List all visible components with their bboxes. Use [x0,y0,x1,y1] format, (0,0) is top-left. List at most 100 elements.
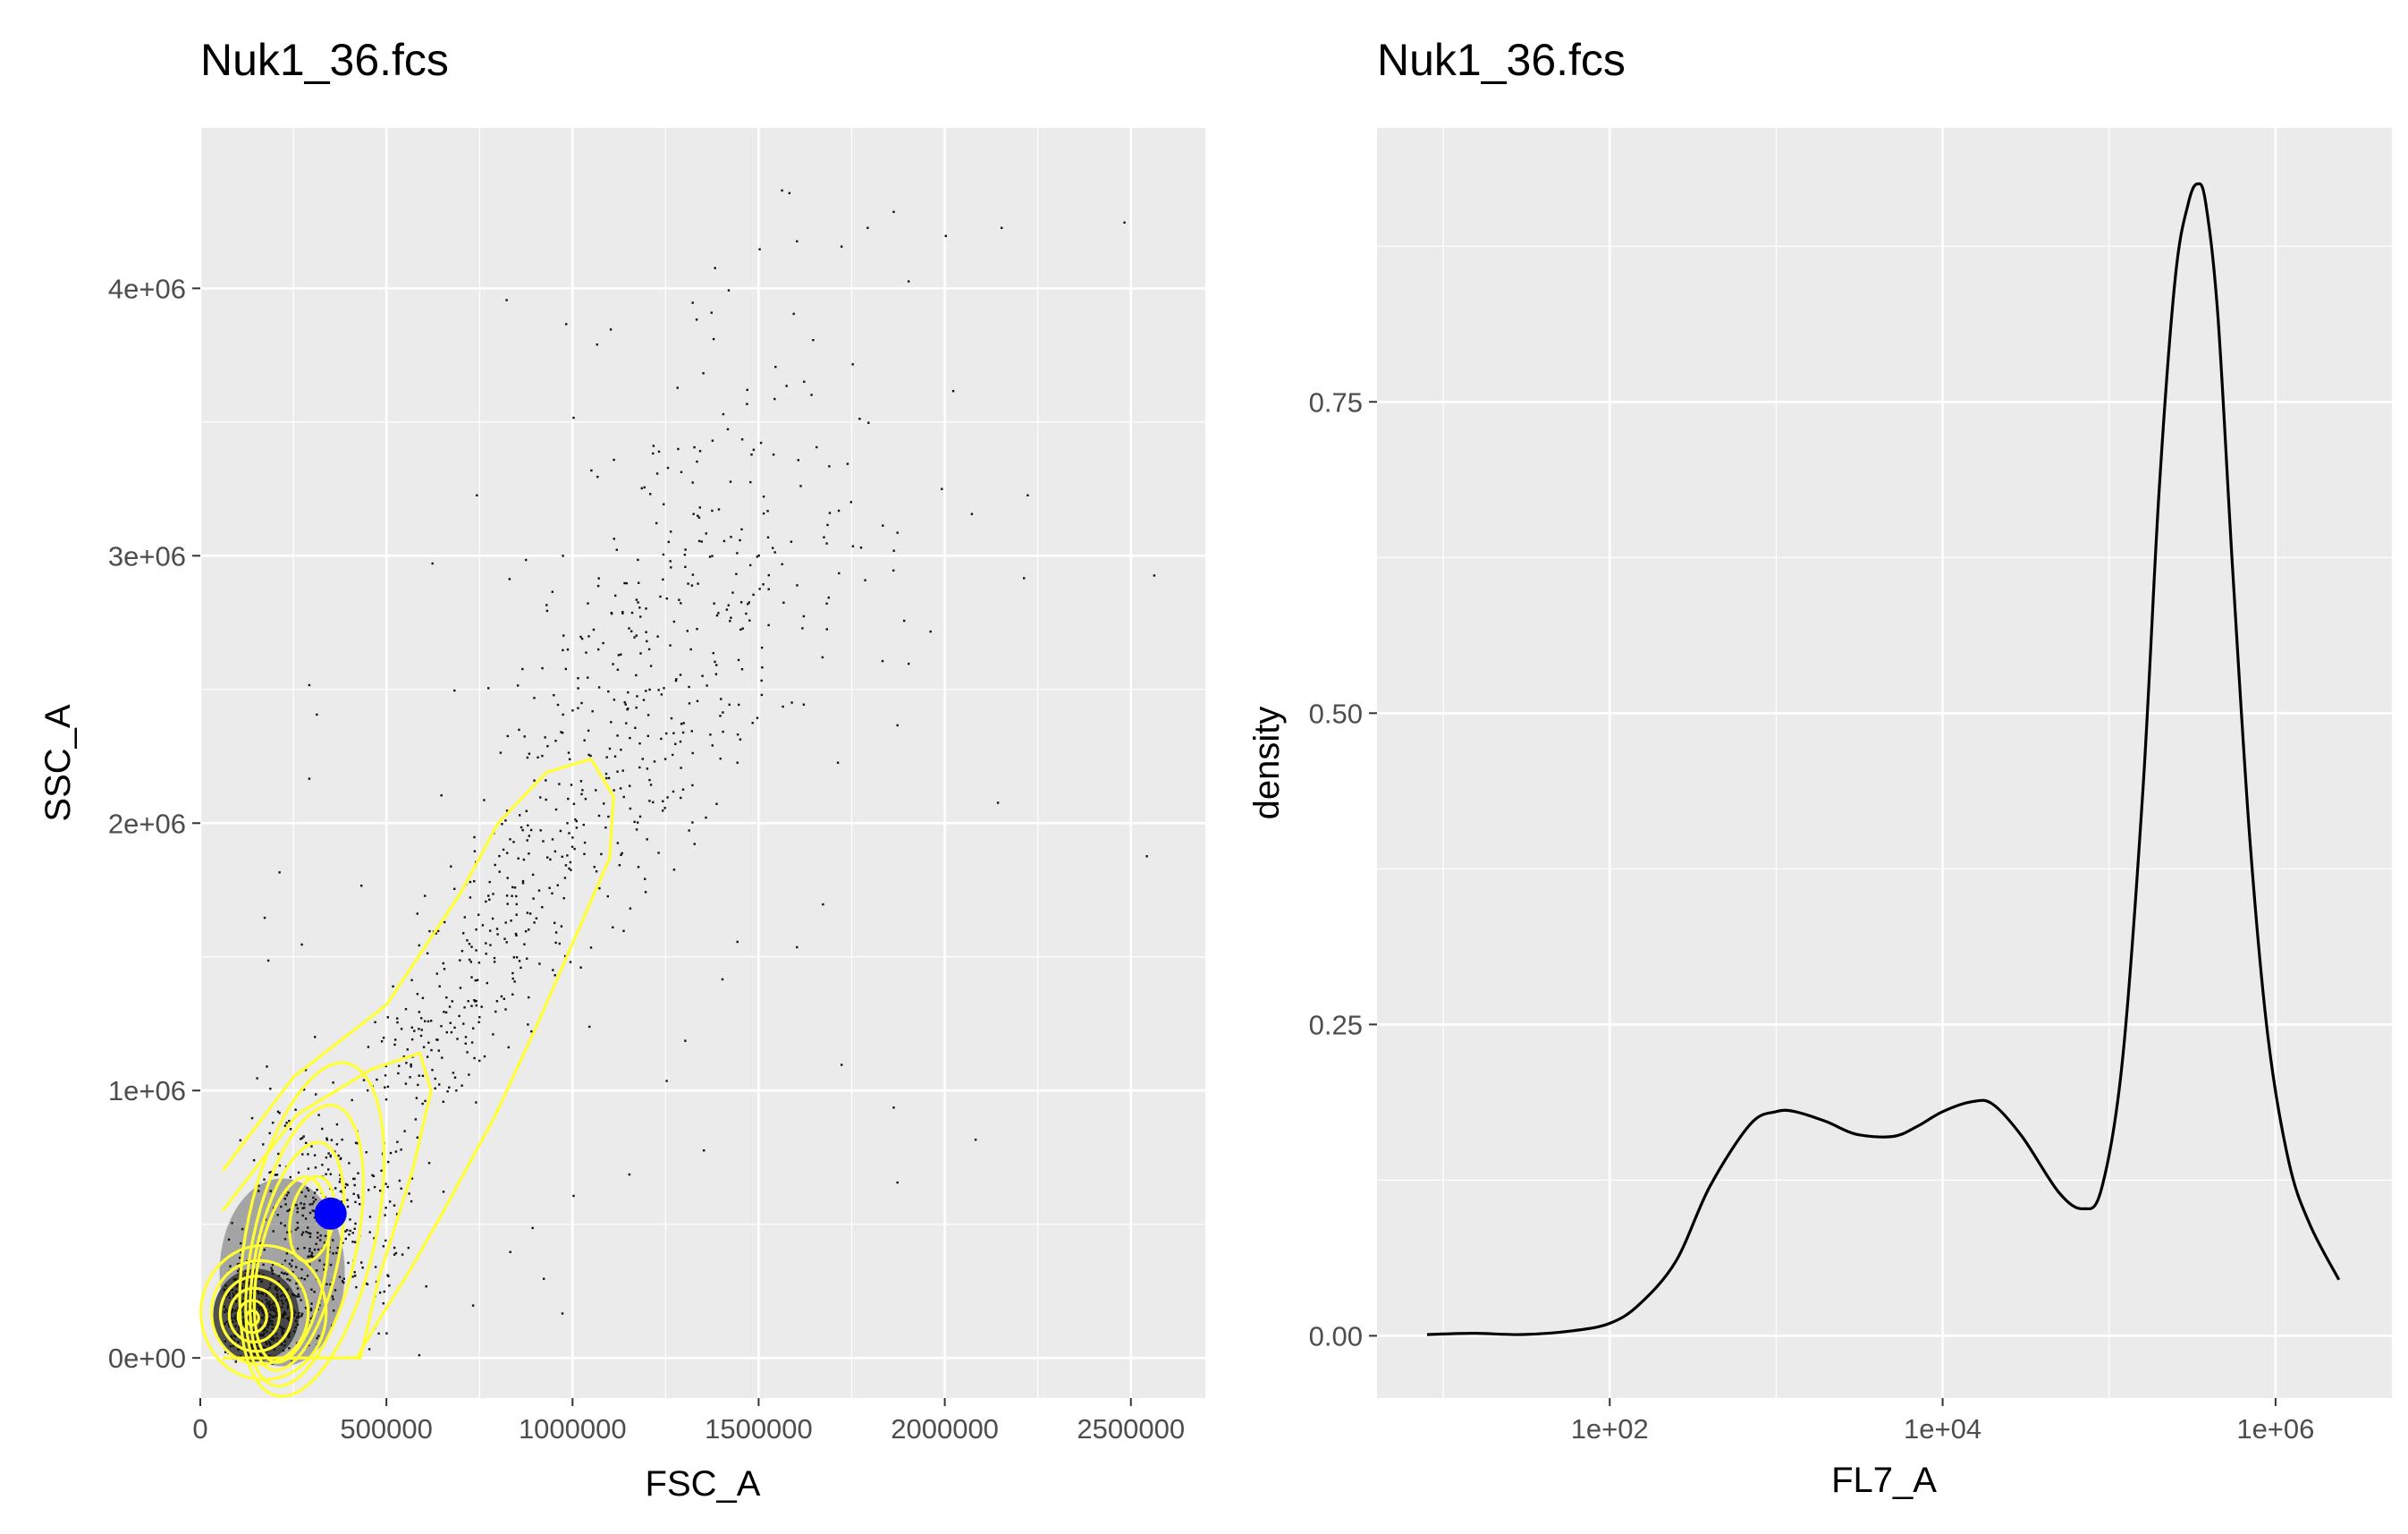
event-point [665,1080,668,1082]
event-point [223,1288,225,1292]
event-point [662,809,664,812]
event-point [646,640,648,643]
event-point [700,540,703,543]
event-point [319,1239,322,1242]
event-point [697,539,701,543]
event-point [621,769,624,772]
event-point [258,1277,261,1281]
event-point [746,403,748,405]
event-point [531,1226,534,1230]
event-point [342,1242,344,1244]
event-point [475,1101,477,1104]
event-point [235,1319,238,1322]
event-point [672,620,676,623]
event-point [680,602,682,605]
event-point [493,956,496,960]
event-point [227,1291,230,1294]
event-point [424,894,427,897]
event-point [353,1241,357,1243]
event-point [467,1000,469,1003]
event-point [688,829,690,832]
event-point [247,1281,249,1284]
event-point [296,1323,300,1326]
event-point [383,1290,385,1293]
event-point [332,1081,334,1084]
event-point [620,653,622,656]
event-point [759,441,763,445]
event-point [259,1354,262,1357]
event-point [827,596,830,599]
event-point [841,1064,843,1066]
event-point [344,1237,347,1241]
event-point [289,1128,292,1131]
x-tick-label: 500000 [340,1413,432,1445]
event-point [250,1344,253,1347]
contour-ring [244,1104,365,1388]
x-tick-label: 2000000 [891,1413,999,1445]
event-point [535,917,538,920]
event-point [266,1310,269,1313]
event-point [258,1311,260,1314]
event-point [297,1314,300,1318]
event-point [293,1311,297,1314]
event-point [539,796,542,799]
event-point [224,1340,227,1343]
event-point [384,1064,387,1068]
event-point [260,1300,263,1303]
event-point [595,870,598,873]
event-point [740,438,744,441]
event-point [466,1051,469,1054]
event-point [485,900,487,903]
event-point [464,1036,468,1038]
event-point [453,1026,456,1030]
event-point [1027,494,1029,496]
event-point [266,1326,269,1329]
event-point [629,736,631,740]
event-point [688,702,691,705]
scatter-title: Nuk1_36.fcs [200,35,449,85]
event-point [663,687,665,690]
event-point [691,481,694,484]
event-point [449,1021,452,1024]
event-point [332,1298,334,1301]
event-point [659,595,662,598]
event-point [351,1276,354,1278]
event-point [269,1309,272,1311]
event-point [657,689,660,691]
event-point [667,540,670,544]
event-point [559,829,562,833]
event-point [703,1149,706,1152]
event-point [268,1354,271,1357]
event-point [498,870,501,873]
event-point [278,871,281,874]
event-point [828,465,831,468]
event-point [566,648,570,651]
event-point [308,683,311,687]
event-point [662,800,664,802]
event-point [434,1077,436,1081]
event-point [730,536,732,538]
event-point [584,798,587,801]
event-point [382,1037,385,1039]
event-point [554,740,557,742]
event-point [477,913,480,916]
event-point [288,1332,291,1335]
event-point [705,816,707,819]
contour-ring [238,1061,386,1398]
event-point [277,1275,281,1277]
event-point [672,753,674,757]
event-point [374,1266,377,1268]
event-point [224,1323,226,1326]
event-point [271,1263,275,1267]
event-point [286,1304,290,1307]
event-point [287,1317,291,1320]
event-point [537,756,539,759]
event-point [283,1312,285,1316]
event-point [323,1268,325,1271]
event-point [430,1048,433,1052]
event-point [420,1017,423,1020]
event-point [300,1312,304,1315]
event-point [593,866,596,869]
event-point [273,1309,275,1311]
event-point [554,931,558,934]
